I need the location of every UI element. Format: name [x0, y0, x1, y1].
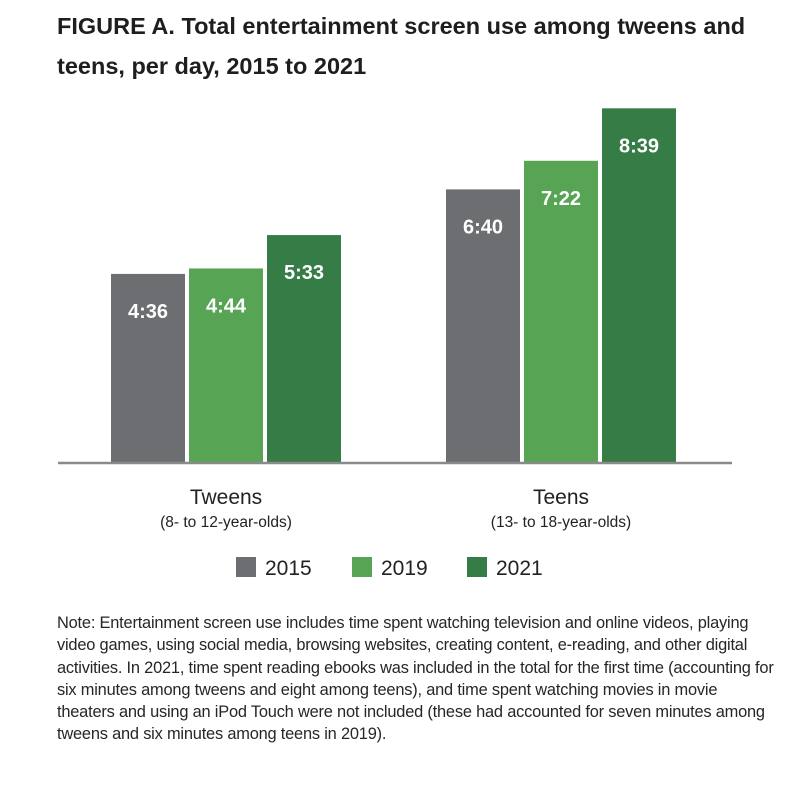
legend-label: 2019	[381, 557, 428, 580]
data-label: 4:36	[128, 301, 168, 323]
chart-title: FIGURE A. Total entertainment screen use…	[57, 13, 746, 79]
bar-2021-tweens	[267, 235, 341, 462]
legend-swatch-2019	[352, 557, 372, 577]
category-label: Teens	[533, 486, 589, 509]
category-sublabel: (8- to 12-year-olds)	[160, 514, 292, 531]
chart-note: Note: Entertainment screen use includes …	[57, 614, 774, 744]
bar-2021-teens	[602, 108, 676, 463]
category-sublabel: (13- to 18-year-olds)	[491, 514, 631, 531]
legend-swatch-2015	[236, 557, 256, 577]
bar-2019-tweens	[189, 268, 263, 462]
data-label: 7:22	[541, 188, 581, 210]
legend-label: 2015	[265, 557, 312, 580]
data-label: 6:40	[463, 216, 503, 238]
bar-chart: 4:36 4:44 5:33 Tweens (8- to 12-year-olds) 6:…	[58, 108, 732, 580]
category-label: Tweens	[190, 486, 262, 509]
bar-2015-tweens	[111, 273, 185, 462]
legend-swatch-2021	[467, 557, 487, 577]
data-label: 5:33	[284, 262, 324, 284]
legend-label: 2021	[496, 557, 543, 580]
data-label: 8:39	[619, 135, 659, 157]
bar-2019-teens	[524, 160, 598, 462]
bar-2015-teens	[446, 189, 520, 462]
data-label: 4:44	[206, 295, 247, 317]
